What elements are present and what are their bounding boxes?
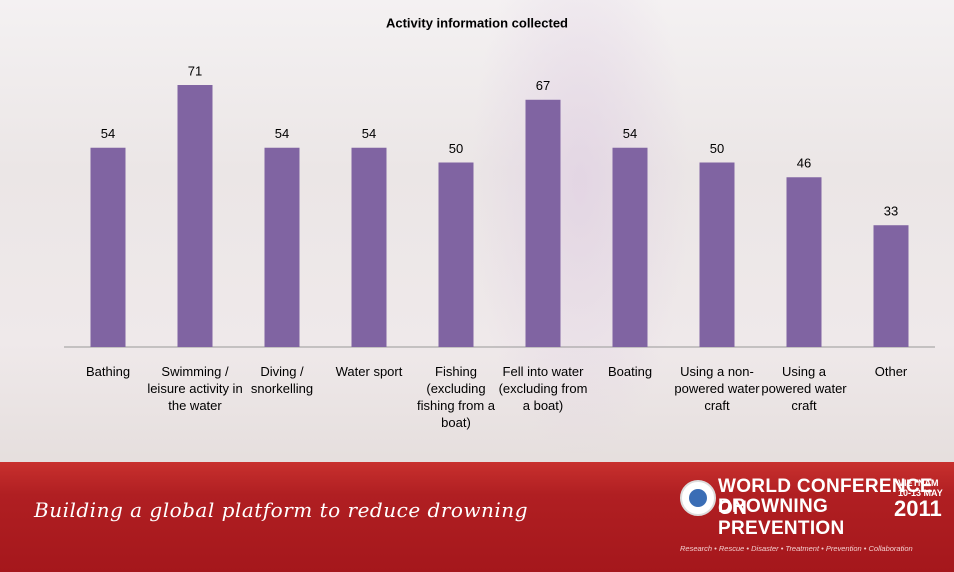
x-tick-label: Fishing (excluding fishing from a boat) bbox=[416, 364, 496, 430]
conference-year: 2011 bbox=[894, 496, 942, 521]
tagline: Research • Rescue • Disaster • Treatment… bbox=[680, 544, 913, 553]
x-tick-label: Diving / snorkelling bbox=[250, 364, 314, 396]
value-label: 46 bbox=[797, 156, 811, 171]
value-label: 54 bbox=[623, 126, 637, 141]
chart: Activity information collected 54 71 54 54 5… bbox=[64, 15, 935, 348]
bar bbox=[90, 147, 126, 347]
location: VIETNAM bbox=[898, 478, 939, 488]
slogan: Building a global platform to reduce dro… bbox=[34, 498, 528, 522]
x-tick-label: Boating bbox=[607, 364, 653, 379]
x-tick-label: Using a powered water craft bbox=[761, 364, 847, 413]
value-label: 50 bbox=[449, 141, 463, 156]
bar bbox=[438, 162, 474, 347]
bar bbox=[525, 99, 561, 348]
value-label: 71 bbox=[188, 63, 202, 78]
x-tick-label: Fell into water (excluding from a boat) bbox=[498, 364, 588, 413]
value-label: 54 bbox=[275, 126, 289, 141]
conference-location: VIETNAM 10-13 MAY bbox=[898, 478, 943, 498]
x-tick-label: Swimming / leisure activity in the water bbox=[147, 364, 243, 413]
bar bbox=[699, 162, 735, 347]
chart-title: Activity information collected bbox=[386, 15, 568, 30]
value-label: 54 bbox=[101, 126, 115, 141]
conference-title: WORLD CONFERENCE ON bbox=[718, 476, 933, 519]
bar bbox=[786, 177, 822, 347]
bar bbox=[351, 147, 387, 347]
dates: 10-13 MAY bbox=[898, 488, 943, 498]
x-tick-label: Using a non-powered water craft bbox=[674, 364, 760, 413]
bar bbox=[612, 147, 648, 347]
bar bbox=[177, 85, 213, 347]
x-tick-label: Bathing bbox=[85, 364, 131, 379]
bar bbox=[264, 147, 300, 347]
value-label: 33 bbox=[884, 204, 898, 219]
value-label: 50 bbox=[710, 141, 724, 156]
logo bbox=[680, 480, 716, 516]
background-photo bbox=[470, 0, 690, 460]
x-tick-label: Water sport bbox=[335, 364, 403, 379]
value-label: 54 bbox=[362, 126, 376, 141]
conference-title: DROWNING PREVENTION bbox=[718, 496, 845, 539]
x-tick-label: Other bbox=[874, 364, 908, 379]
value-label: 67 bbox=[536, 78, 550, 93]
bar bbox=[873, 225, 909, 347]
footer: Building a global platform to reduce dro… bbox=[0, 462, 954, 572]
